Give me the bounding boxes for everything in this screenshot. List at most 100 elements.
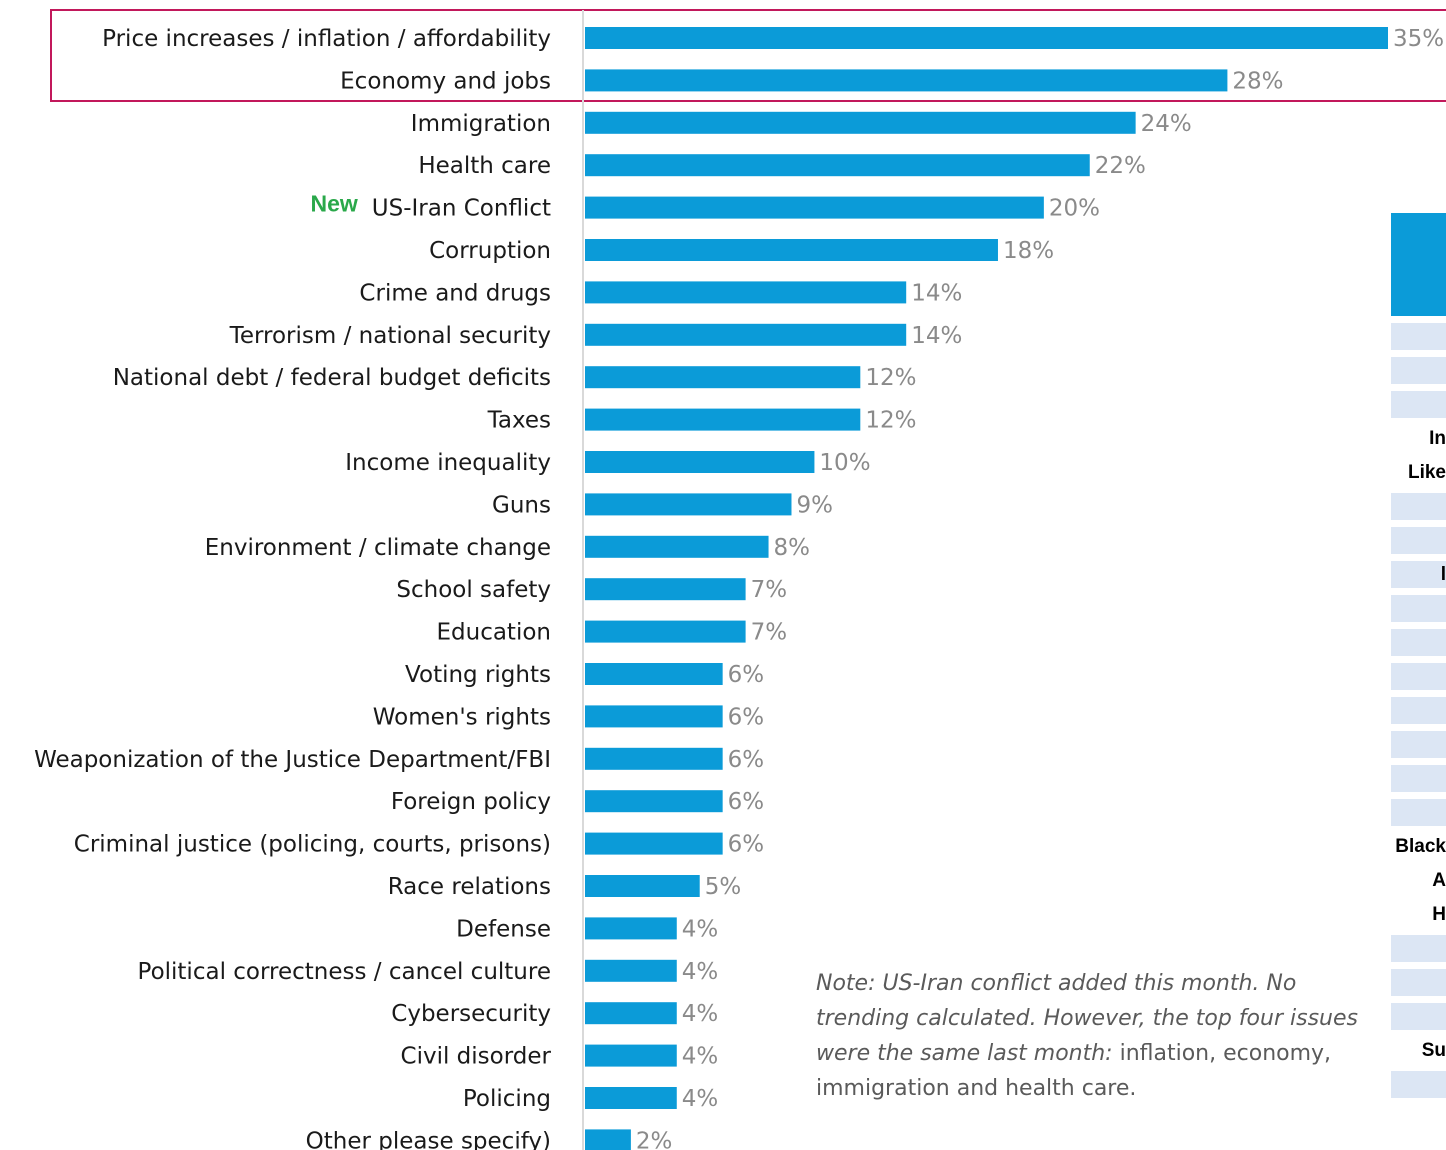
- category-label: Crime and drugs: [359, 280, 551, 306]
- bar: [585, 747, 723, 770]
- value-label: 10%: [819, 450, 870, 476]
- side-table-row: Su: [1391, 1037, 1446, 1064]
- highlight-box: [50, 9, 1446, 102]
- bar: [585, 790, 723, 813]
- category-label: Guns: [492, 492, 551, 518]
- value-label: 8%: [774, 535, 811, 561]
- side-table-row: H: [1391, 901, 1446, 928]
- category-label: Health care: [418, 153, 551, 179]
- category-label: Voting rights: [405, 662, 551, 688]
- category-label: Other please specify): [306, 1128, 551, 1150]
- category-label: Cybersecurity: [391, 1001, 551, 1027]
- value-label: 6%: [728, 747, 765, 773]
- value-label: 5%: [705, 874, 742, 900]
- category-label: Race relations: [388, 874, 551, 900]
- bar: [585, 535, 769, 558]
- bar: [585, 1044, 677, 1067]
- side-table-row: [1391, 969, 1446, 996]
- bar: [585, 27, 1388, 49]
- side-table-row: l: [1391, 561, 1446, 588]
- side-table-row: [1391, 629, 1446, 656]
- value-label: 24%: [1141, 111, 1192, 137]
- bar: [585, 1129, 631, 1150]
- side-table-cell: l: [1440, 564, 1446, 585]
- side-table-row: Like: [1391, 459, 1446, 486]
- side-table-row: [1391, 663, 1446, 690]
- bar: [585, 281, 907, 304]
- value-label: 20%: [1049, 196, 1100, 222]
- bar: [585, 323, 907, 346]
- side-table-row: [1391, 1071, 1446, 1098]
- side-table-row: [1391, 697, 1446, 724]
- value-label: 4%: [682, 1086, 719, 1112]
- value-label: 14%: [911, 280, 962, 306]
- bar: [585, 832, 723, 855]
- bar: [585, 578, 746, 601]
- side-table-cell: A: [1432, 870, 1446, 891]
- bar: [585, 959, 677, 982]
- side-table-row: [1391, 799, 1446, 826]
- side-table-row: [1391, 493, 1446, 520]
- side-table-cell: In: [1429, 428, 1446, 449]
- side-table-row: In: [1391, 425, 1446, 452]
- side-table-row: [1391, 323, 1446, 350]
- value-label: 12%: [865, 365, 916, 391]
- side-table-row: [1391, 595, 1446, 622]
- category-label: National debt / federal budget deficits: [113, 365, 551, 391]
- category-label: Foreign policy: [391, 789, 551, 815]
- chart-note: Note: US-Iran conflict added this month.…: [816, 966, 1376, 1106]
- side-table-row: [1391, 731, 1446, 758]
- category-label: Defense: [456, 916, 551, 942]
- category-label: Criminal justice (policing, courts, pris…: [74, 832, 551, 858]
- category-label: Economy and jobs: [340, 68, 551, 94]
- note-plain: inflation, economy, immigration and heal…: [816, 1041, 1332, 1101]
- value-label: 6%: [728, 832, 765, 858]
- category-label: Women's rights: [373, 704, 551, 730]
- category-label: School safety: [396, 577, 551, 603]
- side-table-row: A: [1391, 867, 1446, 894]
- value-label: 12%: [865, 408, 916, 434]
- side-table-row: [1391, 935, 1446, 962]
- category-label: Taxes: [487, 408, 551, 434]
- value-label: 6%: [728, 704, 765, 730]
- value-label: 4%: [682, 1001, 719, 1027]
- value-label: 7%: [751, 577, 788, 603]
- bar: [585, 875, 700, 897]
- category-label: Education: [436, 620, 551, 646]
- side-table-row: [1391, 391, 1446, 418]
- bar: [585, 1002, 677, 1025]
- note-italic: Note: US-Iran conflict added this month.…: [816, 971, 1358, 1066]
- value-label: 4%: [682, 959, 719, 985]
- side-table-cell: Su: [1421, 1040, 1446, 1061]
- category-label: Terrorism / national security: [229, 323, 551, 349]
- value-label: 6%: [728, 662, 765, 688]
- new-tag: New: [310, 191, 357, 217]
- value-label: 4%: [682, 916, 719, 942]
- side-table-cell: Like: [1407, 462, 1446, 483]
- value-label: 28%: [1232, 68, 1283, 94]
- bar: [585, 366, 861, 389]
- category-label: Civil disorder: [401, 1044, 552, 1070]
- category-label: Policing: [463, 1086, 551, 1112]
- bar: [585, 493, 792, 516]
- side-table-row: [1391, 765, 1446, 792]
- side-table-cell: Black: [1395, 836, 1446, 857]
- bar: [585, 705, 723, 728]
- bar: [585, 111, 1136, 134]
- bar: [585, 154, 1090, 177]
- bar: [585, 69, 1228, 92]
- bar: [585, 620, 746, 643]
- bar: [585, 1087, 677, 1109]
- side-table: In Like l Black A H Su: [1391, 213, 1446, 1098]
- value-label: 2%: [636, 1128, 673, 1150]
- value-label: 6%: [728, 789, 765, 815]
- bar: [585, 408, 861, 431]
- bar: [585, 663, 723, 685]
- value-label: 14%: [911, 323, 962, 349]
- category-label: Price increases / inflation / affordabil…: [102, 26, 551, 52]
- side-table-cell: H: [1432, 904, 1446, 925]
- value-label: 22%: [1095, 153, 1146, 179]
- bar: [585, 196, 1044, 219]
- category-label: US-Iran Conflict: [372, 196, 551, 222]
